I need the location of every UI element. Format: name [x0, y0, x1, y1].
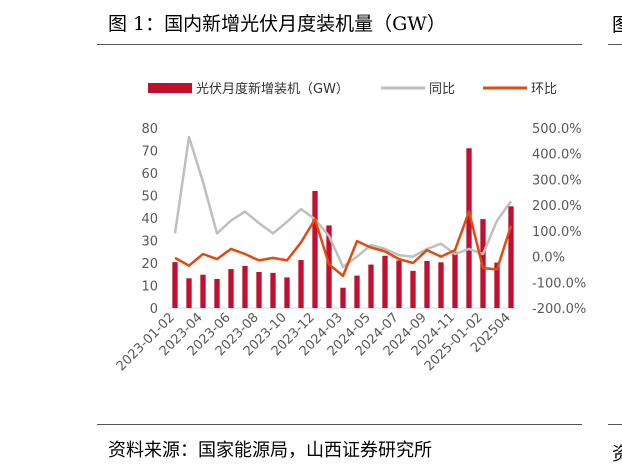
source-note: 资料来源：国家能源局，山西证券研究所: [108, 440, 432, 461]
bar: [340, 287, 346, 308]
legend-bar-swatch: [148, 83, 192, 93]
right-axis-tick-label: 0.0%: [532, 251, 565, 266]
bar: [326, 225, 332, 308]
bar: [200, 274, 206, 308]
bar: [242, 265, 248, 308]
chart-canvas: 0 10 20 30 40 50 60 70 80 -200.0% -100.0% 0.0% 100.0…: [114, 81, 586, 374]
right-axis-tick-label: 200.0%: [532, 199, 582, 214]
next-figure-divider: [608, 44, 622, 45]
next-figure-title-fragment: 图: [612, 14, 622, 36]
right-axis-tick-label: 100.0%: [532, 225, 582, 240]
title-divider: [97, 44, 582, 45]
left-axis-tick-label: 20: [141, 257, 158, 272]
bar: [368, 264, 374, 308]
left-axis-tick-label: 70: [141, 145, 158, 160]
bar: [228, 269, 234, 308]
next-source-divider: [608, 424, 622, 425]
left-axis-tick-label: 30: [141, 235, 158, 250]
bar: [494, 262, 500, 308]
legend-mom-label: 环比: [531, 82, 557, 97]
bar: [256, 272, 262, 308]
bar: [312, 191, 318, 308]
bar: [466, 148, 472, 308]
right-axis-tick-label: 400.0%: [532, 148, 582, 163]
bar: [382, 255, 388, 308]
legend-bar-label: 光伏月度新增装机（GW）: [196, 81, 349, 97]
bar: [396, 260, 402, 308]
legend-yoy-label: 同比: [429, 82, 455, 97]
left-axis-tick-label: 60: [141, 167, 158, 182]
bar: [172, 262, 178, 308]
left-axis-tick-label: 40: [141, 212, 158, 227]
bar: [298, 260, 304, 308]
bar: [354, 275, 360, 308]
right-axis-tick-label: 300.0%: [532, 173, 582, 188]
bar: [424, 260, 430, 308]
bar: [410, 270, 416, 308]
bar: [284, 277, 290, 308]
left-axis-tick-label: 10: [141, 280, 158, 295]
bar: [270, 272, 276, 308]
figure-title: 图 1：国内新增光伏月度装机量（GW）: [108, 13, 446, 35]
bar: [508, 206, 514, 308]
next-source-fragment: 资: [612, 444, 622, 465]
yoy-line: [173, 135, 513, 269]
mom-line: [174, 210, 513, 278]
bar: [452, 251, 458, 308]
right-axis-tick-label: -100.0%: [532, 276, 586, 291]
bar: [214, 278, 220, 308]
right-axis-tick-label: 500.0%: [532, 122, 582, 137]
left-axis-tick-label: 0: [150, 302, 158, 317]
source-divider: [97, 424, 582, 425]
right-axis-tick-label: -200.0%: [532, 302, 586, 317]
left-axis-tick-label: 80: [141, 122, 158, 137]
left-axis-tick-label: 50: [141, 190, 158, 205]
bar: [438, 262, 444, 308]
bar: [186, 278, 192, 308]
